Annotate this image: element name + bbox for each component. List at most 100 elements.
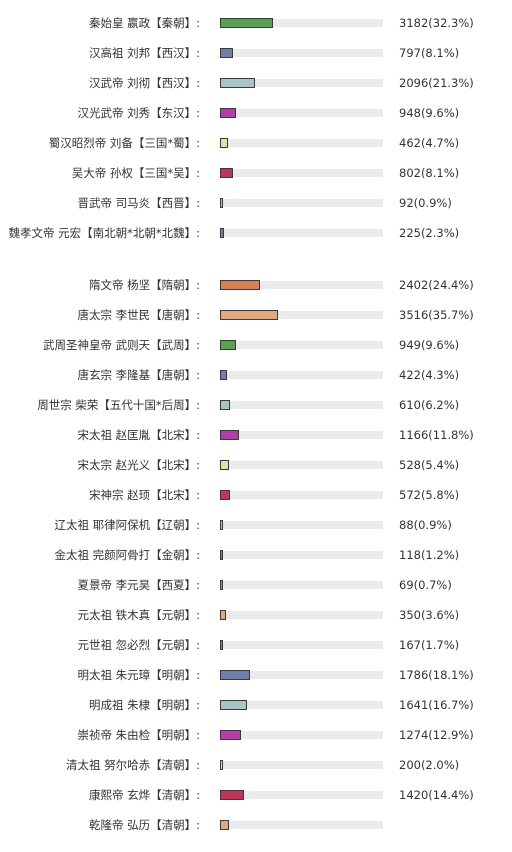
row-label: 金太祖 完颜阿骨打【金朝】: — [54, 548, 200, 562]
value-label: 610(6.2%) — [399, 398, 460, 412]
row-label: 乾隆帝 弘历【清朝】: — [88, 818, 200, 832]
row-label: 唐太宗 李世民【唐朝】: — [77, 308, 200, 322]
value-label: 1166(11.8%) — [399, 428, 474, 442]
value-label: 2402(24.4%) — [399, 278, 474, 292]
row-label: 唐玄宗 李隆基【唐朝】: — [77, 368, 200, 382]
value-label: 3516(35.7%) — [399, 308, 474, 322]
row-label: 蜀汉昭烈帝 刘备【三国*蜀】: — [48, 136, 200, 150]
value-label: 88(0.9%) — [399, 518, 452, 532]
bar — [220, 138, 228, 148]
bar-track — [220, 791, 383, 799]
row-label: 秦始皇 嬴政【秦朝】: — [88, 16, 200, 30]
bar — [220, 490, 230, 500]
row-label: 明成祖 朱棣【明朝】: — [88, 698, 200, 712]
bar-track — [220, 731, 383, 739]
bar-track — [220, 139, 383, 147]
bar — [220, 520, 223, 530]
bar-track — [220, 491, 383, 499]
row-label: 周世宗 柴荣【五代十国*后周】: — [37, 398, 200, 412]
row-label: 辽太祖 耶律阿保机【辽朝】: — [54, 518, 200, 532]
bar-track — [220, 521, 383, 529]
bar-track — [220, 431, 383, 439]
row-label: 汉武帝 刘彻【西汉】: — [88, 76, 200, 90]
value-label: 225(2.3%) — [399, 226, 460, 240]
bar — [220, 430, 240, 440]
bar — [220, 610, 226, 620]
value-label: 797(8.1%) — [399, 46, 460, 60]
bar — [220, 400, 231, 410]
row-label: 魏孝文帝 元宏【南北朝*北朝*北魏】: — [8, 226, 200, 240]
value-label: 1786(18.1%) — [399, 668, 474, 682]
bar-track — [220, 19, 383, 27]
row-label: 清太祖 努尔哈赤【清朝】: — [65, 758, 200, 772]
row-label: 康熙帝 玄烨【清朝】: — [88, 788, 200, 802]
value-label: 422(4.3%) — [399, 368, 460, 382]
bar — [220, 640, 223, 650]
row-label: 元太祖 铁木真【元朝】: — [77, 608, 200, 622]
bar — [220, 790, 244, 800]
row-label: 隋文帝 杨坚【隋朝】: — [88, 278, 200, 292]
row-label: 武周圣神皇帝 武则天【武周】: — [42, 338, 200, 352]
value-label: 118(1.2%) — [399, 548, 460, 562]
bar-track — [220, 49, 383, 57]
value-label: 350(3.6%) — [399, 608, 460, 622]
value-label: 572(5.8%) — [399, 488, 460, 502]
bar-track — [220, 109, 383, 117]
value-label: 528(5.4%) — [399, 458, 460, 472]
row-label: 崇祯帝 朱由检【明朝】: — [77, 728, 200, 742]
bar — [220, 580, 223, 590]
row-label: 汉光武帝 刘秀【东汉】: — [77, 106, 200, 120]
value-label: 949(9.6%) — [399, 338, 460, 352]
bar-track — [220, 199, 383, 207]
value-label: 1641(16.7%) — [399, 698, 474, 712]
row-label: 汉高祖 刘邦【西汉】: — [88, 46, 200, 60]
bar-track — [220, 761, 383, 769]
bar-track — [220, 311, 383, 319]
bar — [220, 820, 229, 830]
bar — [220, 18, 273, 28]
value-label: 462(4.7%) — [399, 136, 460, 150]
bar-track — [220, 641, 383, 649]
bar — [220, 700, 248, 710]
bar — [220, 670, 250, 680]
bar-track — [220, 461, 383, 469]
bar-track — [220, 79, 383, 87]
bar — [220, 48, 234, 58]
bar — [220, 760, 224, 770]
value-label: 948(9.6%) — [399, 106, 460, 120]
row-label: 吴大帝 孙权【三国*吴】: — [71, 166, 200, 180]
bar-track — [220, 581, 383, 589]
value-label: 92(0.9%) — [399, 196, 452, 210]
value-label: 1420(14.4%) — [399, 788, 474, 802]
bar — [220, 168, 234, 178]
row-label: 夏景帝 李元昊【西夏】: — [77, 578, 200, 592]
bar — [220, 198, 223, 208]
bar — [220, 280, 260, 290]
bar — [220, 228, 224, 238]
bar-track — [220, 281, 383, 289]
value-label: 802(8.1%) — [399, 166, 460, 180]
value-label: 69(0.7%) — [399, 578, 452, 592]
bar-track — [220, 401, 383, 409]
bar — [220, 78, 255, 88]
value-label: 200(2.0%) — [399, 758, 460, 772]
bar-track — [220, 371, 383, 379]
bar-track — [220, 701, 383, 709]
row-label: 宋神宗 赵顼【北宋】: — [88, 488, 200, 502]
row-label: 元世祖 忽必烈【元朝】: — [77, 638, 200, 652]
bar — [220, 310, 279, 320]
bar-track — [220, 611, 383, 619]
bar-track — [220, 671, 383, 679]
bar-track — [220, 229, 383, 237]
bar — [220, 460, 229, 470]
value-label: 1274(12.9%) — [399, 728, 474, 742]
bar-track — [220, 821, 383, 829]
row-label: 明太祖 朱元璋【明朝】: — [77, 668, 200, 682]
bar — [220, 340, 236, 350]
bar — [220, 108, 236, 118]
value-label: 3182(32.3%) — [399, 16, 474, 30]
value-label: 167(1.7%) — [399, 638, 460, 652]
bar — [220, 370, 227, 380]
bar-track — [220, 551, 383, 559]
bar-track — [220, 169, 383, 177]
